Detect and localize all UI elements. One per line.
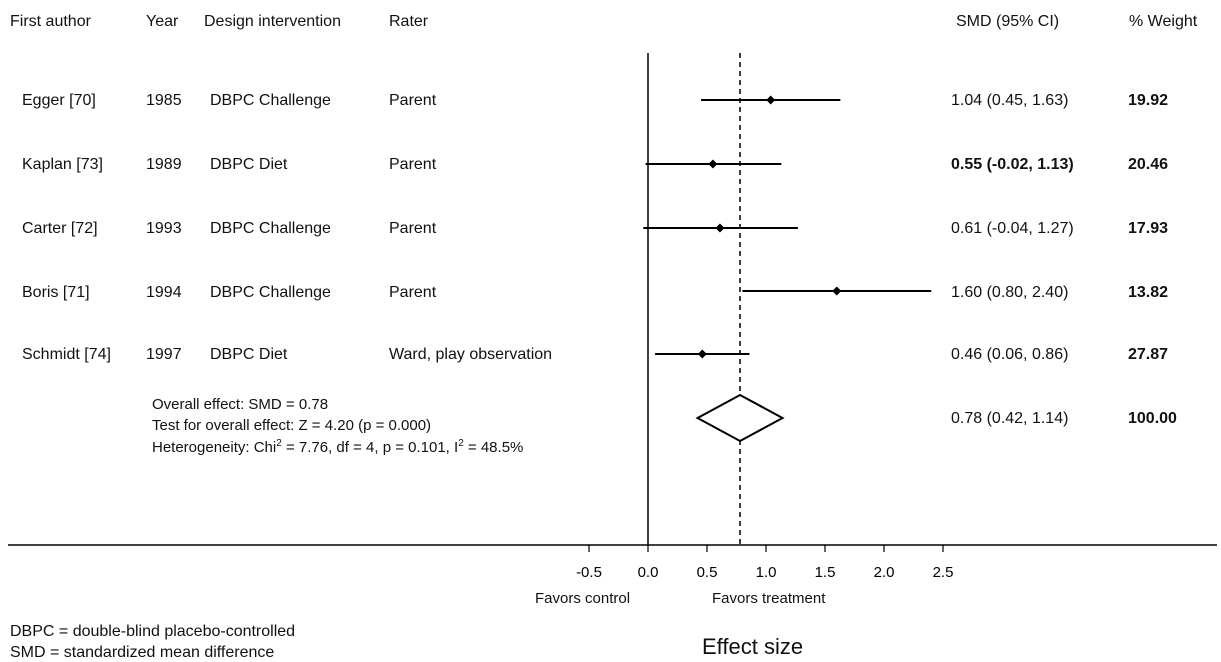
row-design: DBPC Diet	[210, 156, 288, 173]
row-smd-ci: 1.04 (0.45, 1.63)	[951, 92, 1069, 109]
x-tick-label: 0.0	[638, 564, 659, 581]
x-tick-label: 0.5	[697, 564, 718, 581]
row-author: Kaplan [73]	[22, 156, 103, 173]
point-estimate-marker	[697, 349, 707, 359]
footnote-smd: SMD = standardized mean difference	[10, 644, 275, 661]
summary-diamond	[695, 393, 785, 443]
x-tick-label: 1.5	[815, 564, 836, 581]
x-tick-label: -0.5	[576, 564, 602, 581]
row-rater: Parent	[389, 284, 437, 301]
header-smd-ci: SMD (95% CI)	[956, 13, 1060, 30]
overall-smd-ci: 0.78 (0.42, 1.14)	[951, 410, 1069, 427]
footnote-dbpc: DBPC = double-blind placebo-controlled	[10, 623, 296, 640]
row-year: 1993	[146, 220, 182, 237]
row-rater: Parent	[389, 220, 437, 237]
x-tick-label: 2.0	[874, 564, 895, 581]
row-author: Schmidt [74]	[22, 346, 111, 363]
row-rater: Parent	[389, 92, 437, 109]
row-smd-ci: 0.61 (-0.04, 1.27)	[951, 220, 1074, 237]
row-author: Carter [72]	[22, 220, 98, 237]
overall-test-text: Test for overall effect: Z = 4.20 (p = 0…	[152, 417, 432, 434]
row-author: Boris [71]	[22, 284, 90, 301]
row-design: DBPC Challenge	[210, 220, 331, 237]
row-year: 1985	[146, 92, 182, 109]
header-rater: Rater	[389, 13, 429, 30]
favors-control-label: Favors control	[535, 590, 631, 607]
header-design-intervention: Design intervention	[204, 13, 341, 30]
point-estimate-marker	[832, 286, 842, 296]
header-first-author: First author	[10, 13, 91, 30]
row-smd-ci: 1.60 (0.80, 2.40)	[951, 284, 1069, 301]
x-tick-label: 2.5	[933, 564, 954, 581]
header-year: Year	[146, 13, 179, 30]
row-author: Egger [70]	[22, 92, 96, 109]
overall-weight: 100.00	[1128, 410, 1177, 427]
row-weight: 19.92	[1128, 92, 1169, 109]
row-design: DBPC Challenge	[210, 284, 331, 301]
row-design: DBPC Diet	[210, 346, 288, 363]
row-weight: 13.82	[1128, 284, 1169, 301]
row-design: DBPC Challenge	[210, 92, 331, 109]
row-rater: Parent	[389, 156, 437, 173]
heterogeneity-text: Heterogeneity: Chi2 = 7.76, df = 4, p = …	[152, 438, 524, 456]
header-weight: % Weight	[1129, 13, 1198, 30]
x-tick-label: 1.0	[756, 564, 777, 581]
point-estimate-marker	[708, 159, 718, 169]
row-weight: 20.46	[1128, 156, 1169, 173]
row-smd-ci: 0.55 (-0.02, 1.13)	[951, 156, 1074, 173]
row-year: 1997	[146, 346, 182, 363]
row-rater: Ward, play observation	[389, 346, 553, 363]
point-estimate-marker	[715, 223, 725, 233]
row-weight: 17.93	[1128, 220, 1169, 237]
row-year: 1994	[146, 284, 182, 301]
point-estimate-marker	[766, 95, 776, 105]
row-year: 1989	[146, 156, 182, 173]
row-weight: 27.87	[1128, 346, 1169, 363]
overall-effect-text: Overall effect: SMD = 0.78	[152, 396, 329, 413]
row-smd-ci: 0.46 (0.06, 0.86)	[951, 346, 1069, 363]
x-axis-title: Effect size	[702, 634, 804, 659]
favors-treatment-label: Favors treatment	[712, 590, 826, 607]
